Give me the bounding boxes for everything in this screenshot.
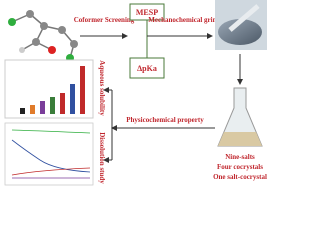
flask-liquid [218,132,262,146]
evaluation-label: Physicochemical property [126,116,204,124]
study-label: Dissolution study [98,132,106,184]
product: Nine-salts [225,153,255,161]
method: ΔpKa [137,64,157,73]
page: {"screening": {"label": "Coformer Screen… [4,0,267,186]
screening-label: Coformer Screening [74,16,135,24]
product: One salt-cocrystal [213,173,267,181]
method: MESP [136,8,158,17]
pestle [228,4,260,32]
product: Four cocrystals [217,163,263,171]
study-label: Aqueous solubility [98,60,106,116]
synthesis-label: Mechanochemical grinding [148,16,230,24]
graphical-abstract: Coformer Screening MESP ΔpKa Mechanochem… [4,0,267,186]
mortar [218,19,262,45]
solubility-thumbnail [4,59,94,119]
molecule [8,10,78,62]
dissolution-thumbnail [4,122,94,186]
